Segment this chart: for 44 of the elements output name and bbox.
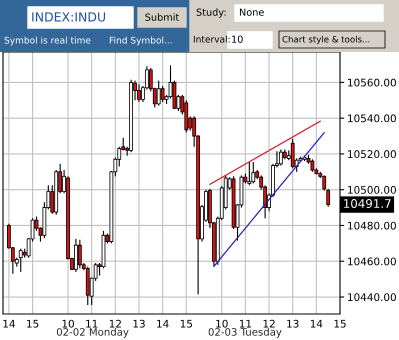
x-tick-label: 12 — [264, 320, 275, 328]
x-tick-label: 15 — [180, 320, 192, 328]
x-tick-label: 10 — [62, 320, 74, 328]
candlestick — [278, 148, 283, 166]
text: None — [240, 8, 264, 16]
x-tick-label: 13 — [287, 320, 298, 328]
candlestick — [310, 158, 314, 172]
x-tick-label: 11 — [240, 320, 252, 328]
candlestick — [251, 161, 256, 184]
text: Study: — [196, 8, 226, 18]
text: 10491.7 — [344, 199, 391, 208]
candlestick — [247, 161, 252, 186]
y-tick-label: 10480.00 — [348, 222, 396, 230]
text: 10 — [232, 35, 243, 43]
candlestick — [160, 85, 165, 103]
x-tick-label: 14 — [157, 320, 169, 328]
y-tick-label: 10520.00 — [348, 150, 396, 158]
y-tick-label: 10500.00 — [348, 186, 396, 194]
candlestick — [137, 84, 141, 103]
text: Chart style & tools... — [282, 36, 370, 44]
x-tick-label: 11 — [86, 320, 98, 328]
candlestick — [18, 248, 23, 273]
text: 02-02 Monday — [56, 328, 129, 338]
text: Symbol is real time — [4, 36, 90, 46]
y-tick-label: 10460.00 — [348, 257, 396, 266]
text: INDEX:INDU — [32, 12, 106, 22]
candlestick — [282, 148, 287, 160]
y-tick-label: 10440.00 — [348, 293, 396, 302]
text: Find Symbol... — [110, 36, 172, 46]
candlestick — [78, 239, 82, 269]
x-tick-label: 15 — [334, 320, 346, 328]
x-tick-label: 12 — [110, 320, 121, 328]
candlestick — [290, 138, 295, 169]
text: 02-03 Tuesday — [208, 328, 282, 338]
candlestick — [156, 80, 161, 106]
x-tick-label: 14 — [310, 320, 322, 328]
y-tick-label: 10560.00 — [348, 78, 396, 87]
x-tick-label: 15 — [27, 320, 38, 328]
x-tick-label: 10 — [216, 320, 228, 328]
y-tick-label: 10540.00 — [348, 114, 396, 122]
x-tick-label: 14 — [3, 320, 15, 328]
text: Interval: — [194, 36, 230, 43]
text: Submit — [145, 13, 180, 21]
x-tick-label: 13 — [134, 320, 145, 328]
